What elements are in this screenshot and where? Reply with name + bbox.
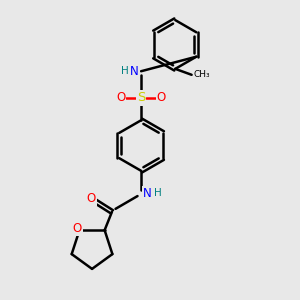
Text: N: N (130, 65, 139, 78)
Text: O: O (157, 92, 166, 104)
Text: O: O (73, 222, 82, 235)
Text: CH₃: CH₃ (193, 70, 210, 79)
Text: O: O (116, 92, 125, 104)
Text: O: O (87, 192, 96, 205)
Text: H: H (154, 188, 162, 198)
Text: N: N (143, 187, 152, 200)
Text: S: S (137, 92, 145, 104)
Text: H: H (121, 66, 129, 76)
